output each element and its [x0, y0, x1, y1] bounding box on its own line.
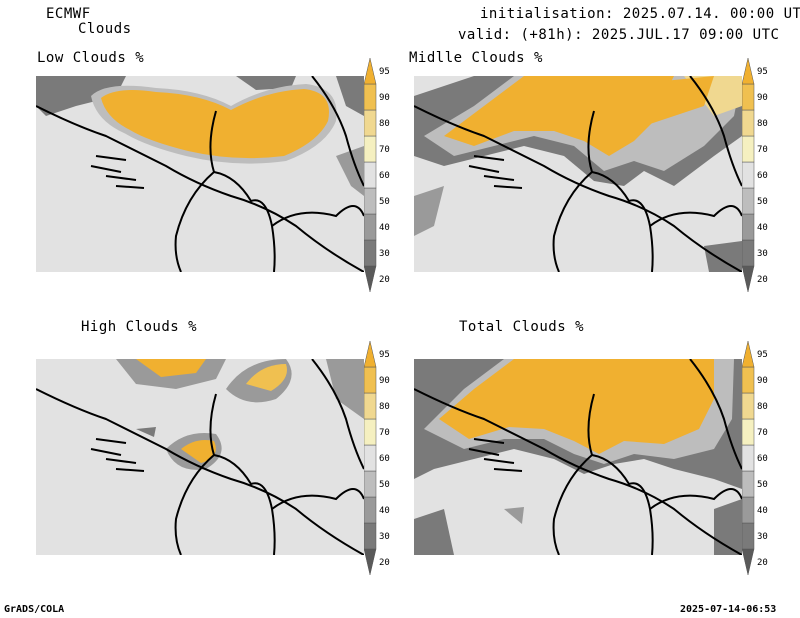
colorbar-segment	[364, 83, 377, 111]
colorbar-segment	[742, 265, 755, 292]
colorbar-segment	[364, 392, 377, 420]
panel-title-low: Low Clouds %	[37, 50, 145, 66]
colorbar-tick-label: 30	[757, 249, 768, 259]
panel-title-total: Total Clouds %	[459, 319, 585, 335]
colorbar-segment	[742, 213, 755, 241]
model-label: ECMWF	[46, 6, 91, 22]
initialisation-time: initialisation: 2025.07.14. 00:00 UTC	[480, 6, 800, 22]
colorbar-tick-label: 60	[757, 171, 768, 181]
colorbar-high: 20 30 40 50 60 70 80 90 95	[364, 341, 390, 575]
colorbar-tick-label: 40	[379, 223, 390, 233]
colorbar-segment	[742, 83, 755, 111]
footer-credit: GrADS/COLA	[4, 604, 65, 615]
colorbar-tick-label: 90	[379, 93, 390, 103]
colorbar-tick-label: 20	[757, 275, 768, 285]
colorbar-segment	[364, 418, 377, 446]
colorbar-segment	[742, 392, 755, 420]
colorbar-segment	[742, 187, 755, 215]
colorbar-middle: 20 30 40 50 60 70 80 90 95	[742, 58, 768, 292]
colorbar-tick-label: 60	[379, 171, 390, 181]
colorbar-segment	[364, 239, 377, 267]
valid-time: valid: (+81h): 2025.JUL.17 09:00 UTC	[458, 27, 780, 43]
colorbar-tick-label: 50	[379, 480, 390, 490]
colorbar-segment	[364, 109, 377, 137]
colorbar-tick-label: 30	[379, 249, 390, 259]
colorbar-segment	[364, 341, 377, 368]
colorbar-tick-label: 60	[379, 454, 390, 464]
colorbar-tick-label: 70	[379, 428, 390, 438]
colorbar-tick-label: 95	[757, 350, 768, 360]
colorbar-tick-label: 80	[757, 402, 768, 412]
colorbar-segment	[742, 496, 755, 524]
map-high-clouds	[36, 359, 364, 555]
colorbar-tick-label: 80	[379, 402, 390, 412]
colorbar-tick-label: 20	[379, 275, 390, 285]
colorbar-tick-label: 40	[757, 223, 768, 233]
colorbar-tick-label: 60	[757, 454, 768, 464]
colorbar-low: 20 30 40 50 60 70 80 90 95	[364, 58, 390, 292]
map-low-clouds	[36, 76, 364, 272]
field-label: Clouds	[78, 21, 132, 37]
colorbar-tick-label: 80	[757, 119, 768, 129]
colorbar-tick-label: 40	[757, 506, 768, 516]
colorbar-tick-label: 30	[379, 532, 390, 542]
colorbar-tick-label: 95	[379, 350, 390, 360]
colorbar-segment	[742, 470, 755, 498]
colorbar-tick-label: 95	[757, 67, 768, 77]
panel-title-middle: Midlle Clouds %	[409, 50, 543, 66]
colorbar-segment	[742, 366, 755, 394]
colorbar-segment	[364, 444, 377, 472]
colorbar-segment	[742, 58, 755, 85]
colorbar-tick-label: 30	[757, 532, 768, 542]
colorbar-segment	[364, 496, 377, 524]
colorbar-total: 20 30 40 50 60 70 80 90 95	[742, 341, 768, 575]
colorbar-tick-label: 90	[757, 376, 768, 386]
colorbar-segment	[742, 135, 755, 163]
colorbar-segment	[742, 109, 755, 137]
colorbar-segment	[364, 135, 377, 163]
colorbar-segment	[742, 444, 755, 472]
colorbar-tick-label: 20	[379, 558, 390, 568]
panel-title-high: High Clouds %	[81, 319, 198, 335]
colorbar-tick-label: 50	[757, 480, 768, 490]
colorbar-tick-label: 40	[379, 506, 390, 516]
colorbar-tick-label: 90	[757, 93, 768, 103]
colorbar-segment	[742, 341, 755, 368]
colorbar-tick-label: 80	[379, 119, 390, 129]
colorbar-tick-label: 20	[757, 558, 768, 568]
map-middle-clouds	[414, 76, 742, 272]
colorbar-segment	[364, 470, 377, 498]
colorbar-segment	[742, 522, 755, 550]
footer-timestamp: 2025-07-14-06:53	[680, 604, 777, 615]
colorbar-segment	[742, 161, 755, 189]
colorbar-segment	[742, 418, 755, 446]
colorbar-tick-label: 70	[757, 145, 768, 155]
colorbar-tick-label: 50	[757, 197, 768, 207]
colorbar-segment	[364, 187, 377, 215]
colorbar-tick-label: 70	[379, 145, 390, 155]
colorbar-segment	[364, 265, 377, 292]
colorbar-segment	[742, 239, 755, 267]
map-total-clouds	[414, 359, 742, 555]
colorbar-tick-label: 95	[379, 67, 390, 77]
colorbar-segment	[364, 366, 377, 394]
colorbar-tick-label: 90	[379, 376, 390, 386]
colorbar-segment	[364, 522, 377, 550]
colorbar-segment	[364, 213, 377, 241]
colorbar-segment	[364, 161, 377, 189]
colorbar-segment	[364, 58, 377, 85]
colorbar-segment	[364, 548, 377, 575]
colorbar-segment	[742, 548, 755, 575]
colorbar-tick-label: 50	[379, 197, 390, 207]
colorbar-tick-label: 70	[757, 428, 768, 438]
